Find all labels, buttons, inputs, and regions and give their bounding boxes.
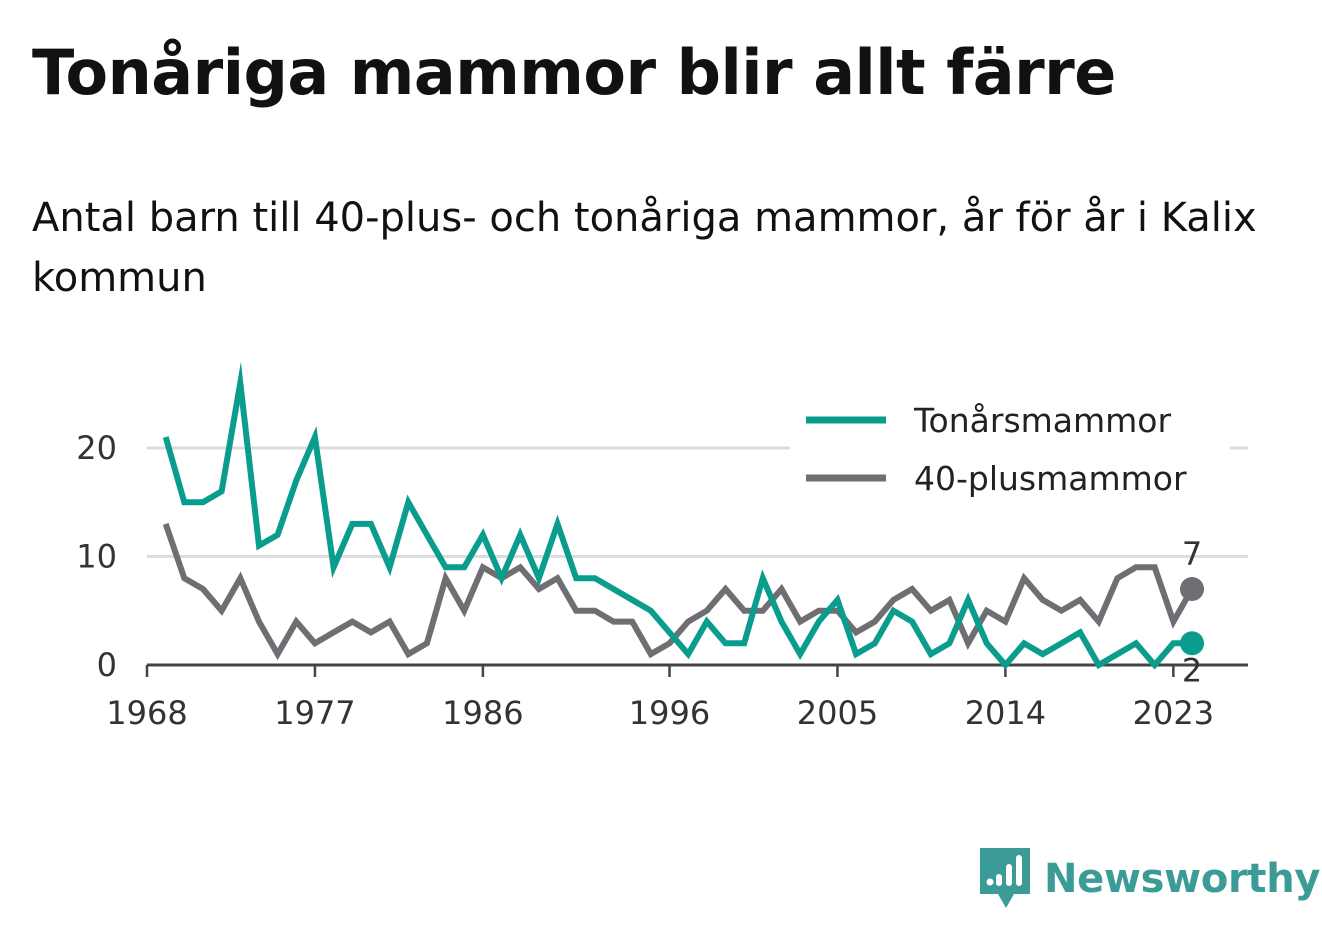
chart-title: Tonåriga mammor blir allt färre — [32, 36, 1116, 109]
y-tick-label: 20 — [76, 429, 117, 467]
end-value-label: 7 — [1182, 535, 1202, 573]
x-tick-label: 1968 — [106, 694, 187, 732]
legend-label: Tonårsmammor — [913, 401, 1171, 440]
end-point-marker — [1180, 631, 1205, 656]
x-tick-label: 1996 — [629, 694, 710, 732]
x-tick-label: 1986 — [442, 694, 523, 732]
x-tick-label: 2005 — [797, 694, 878, 732]
end-point-marker — [1180, 577, 1205, 602]
end-value-label: 2 — [1182, 651, 1202, 689]
chart-subtitle: Antal barn till 40-plus- och tonåriga ma… — [32, 195, 1257, 301]
legend-label: 40-plusmammor — [914, 459, 1187, 498]
brand-name: Newsworthy — [1044, 856, 1321, 902]
y-tick-label: 0 — [97, 646, 117, 684]
x-tick-label: 2014 — [965, 694, 1046, 732]
series-line — [162, 361, 1192, 670]
brand-logo: Newsworthy — [980, 848, 1321, 910]
y-tick-label: 10 — [76, 537, 117, 575]
x-tick-label: 2023 — [1133, 694, 1214, 732]
newsworthy-logo-icon — [980, 848, 1030, 908]
series-line — [162, 522, 1195, 661]
x-tick-label: 1977 — [274, 694, 355, 732]
legend-background — [790, 392, 1230, 512]
